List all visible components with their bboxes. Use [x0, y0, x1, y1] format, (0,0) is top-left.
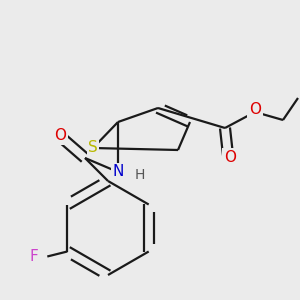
Text: S: S [88, 140, 98, 155]
Text: O: O [249, 101, 261, 116]
Text: O: O [224, 149, 236, 164]
Text: O: O [54, 128, 66, 143]
Text: H: H [135, 168, 145, 182]
Text: N: N [112, 164, 124, 179]
Text: F: F [30, 249, 39, 264]
